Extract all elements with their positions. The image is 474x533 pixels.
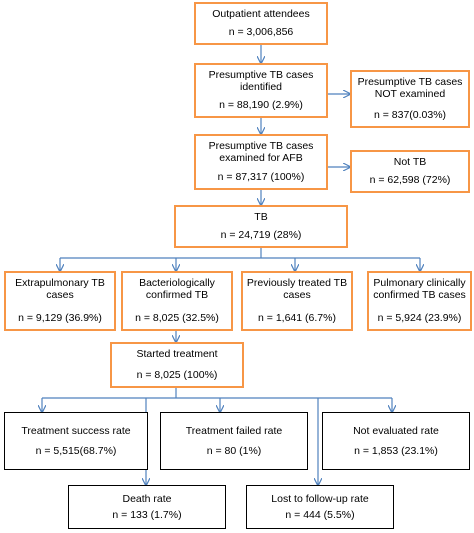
box-label: Bacteriologically confirmed TB (139, 277, 215, 301)
box-count: n = 1,641 (6.7%) (258, 312, 336, 324)
box-label: Previously treated TB cases (246, 277, 348, 301)
box-count: n = 1,853 (23.1%) (354, 445, 438, 457)
box-label: TB (254, 211, 268, 223)
box-count: n = 9,129 (36.9%) (18, 312, 102, 324)
box-label: Extrapulmonary TB cases (15, 277, 105, 301)
box-label: Pulmonary clinically confirmed TB cases (373, 277, 466, 301)
box-label: Treatment failed rate (185, 425, 283, 437)
outpatient-attendees-box: Outpatient attendees n = 3,006,856 (194, 2, 328, 45)
box-label: Presumptive TB cases identified (208, 69, 314, 93)
box-label: Not evaluated rate (353, 425, 439, 437)
box-label: Death rate (122, 493, 172, 505)
box-count: n = 80 (1%) (206, 445, 262, 457)
box-label: Outpatient attendees (212, 8, 310, 20)
extrapulmonary-box: Extrapulmonary TB cases n = 9,129 (36.9%… (4, 271, 116, 331)
box-count: n = 837(0.03%) (373, 109, 447, 121)
tb-box: TB n = 24,719 (28%) (174, 205, 348, 248)
box-label: Treatment success rate (21, 425, 131, 437)
box-label: Lost to follow-up rate (271, 493, 369, 505)
not-evaluated-box: Not evaluated rate n = 1,853 (23.1%) (322, 412, 470, 470)
box-count: n = 5,924 (23.9%) (377, 312, 462, 324)
box-label: Presumptive TB cases examined for AFB (208, 140, 314, 164)
started-treatment-box: Started treatment n = 8,025 (100%) (110, 342, 244, 388)
box-count: n = 444 (5.5%) (285, 509, 355, 521)
box-label: Not TB (393, 156, 427, 168)
lost-to-follow-up-box: Lost to follow-up rate n = 444 (5.5%) (246, 485, 394, 529)
box-count: n = 133 (1.7%) (112, 509, 182, 521)
previously-treated-box: Previously treated TB cases n = 1,641 (6… (241, 271, 353, 331)
treatment-success-box: Treatment success rate n = 5,515(68.7%) (4, 412, 148, 470)
box-label: Started treatment (136, 348, 218, 360)
box-count: n = 8,025 (100%) (136, 369, 218, 381)
box-count: n = 8,025 (32.5%) (135, 312, 219, 324)
box-count: n = 5,515(68.7%) (35, 445, 117, 457)
pulmonary-clinically-confirmed-box: Pulmonary clinically confirmed TB cases … (367, 271, 472, 331)
box-count: n = 87,317 (100%) (217, 171, 305, 183)
box-count: n = 88,190 (2.9%) (219, 99, 303, 111)
not-tb-box: Not TB n = 62,598 (72%) (350, 150, 470, 193)
death-rate-box: Death rate n = 133 (1.7%) (68, 485, 226, 529)
treatment-failed-box: Treatment failed rate n = 80 (1%) (160, 412, 308, 470)
presumptive-tb-box: Presumptive TB cases identified n = 88,1… (194, 63, 328, 118)
box-count: n = 62,598 (72%) (369, 174, 451, 186)
box-count: n = 3,006,856 (228, 26, 294, 38)
bacteriologically-confirmed-box: Bacteriologically confirmed TB n = 8,025… (121, 271, 233, 331)
box-count: n = 24,719 (28%) (220, 229, 302, 241)
box-label: Presumptive TB cases NOT examined (357, 76, 463, 100)
not-examined-box: Presumptive TB cases NOT examined n = 83… (350, 70, 470, 128)
examined-for-afb-box: Presumptive TB cases examined for AFB n … (194, 134, 328, 190)
